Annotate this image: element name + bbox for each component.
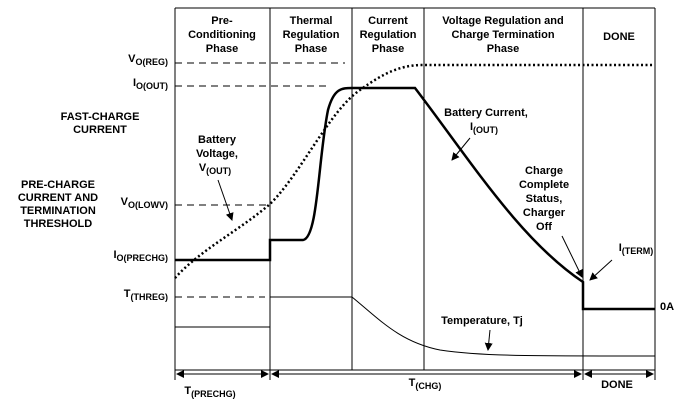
text-part: I [113,249,116,261]
text-part: (TERM) [622,246,654,256]
level-label: VO(REG) [128,53,168,67]
reference-lines [175,62,345,298]
annotation: Battery [198,134,237,146]
phase-label: Phase [372,43,404,55]
phase-label: Phase [295,43,327,55]
text-part: V [128,53,136,65]
text-part: V [121,196,129,208]
phase-label: Pre- [211,15,233,27]
text-part: (OUT) [473,125,498,135]
text-part: T [409,377,416,389]
timeline-label: T(PRECHG) [184,385,235,399]
phase-label: Current [368,15,408,27]
text-part: T [184,385,191,397]
phase-label: Voltage Regulation and [442,15,563,27]
annotation: I(OUT) [470,121,498,135]
annotation: Off [536,221,552,233]
text-part: (THREG) [131,292,169,302]
text-part: (PRECHG) [191,389,236,399]
annotation: Temperature, Tj [441,315,523,327]
current-curve [175,86,655,311]
annotation: V(OUT) [199,162,231,176]
side-note: TERMINATION [20,205,96,217]
text-part: I [133,77,136,89]
level-label: T(THREG) [124,288,168,302]
annotation: Charger [523,207,566,219]
frame [174,7,656,380]
side-notes: FAST-CHARGE CURRENT PRE-CHARGE CURRENT A… [18,111,140,230]
phase-label: Charge Termination [451,29,554,41]
level-labels: VO(REG) IO(OUT) VO(LOWV) IO(PRECHG) T(TH… [113,53,168,302]
phase-label: DONE [603,31,635,43]
level-label: IO(OUT) [133,77,168,91]
phase-label: Thermal [290,15,333,27]
level-label: IO(PRECHG) [113,249,168,263]
side-note: FAST-CHARGE [61,111,140,123]
text-part: O(LOWV) [128,200,168,210]
phase-headers: Pre- Conditioning Phase Thermal Regulati… [188,15,635,55]
phase-label: Regulation [360,29,417,41]
text-part: I [470,121,473,133]
text-part: (OUT) [206,166,231,176]
annotation: Voltage, [196,148,238,160]
text-part: O(OUT) [136,81,168,91]
side-note: CURRENT [73,124,127,136]
text-part: I [619,242,622,254]
text-part: T [124,288,131,300]
phase-label: Conditioning [188,29,256,41]
annotation: Complete [519,179,569,191]
timeline-label: DONE [601,379,633,391]
phase-label: Phase [487,43,519,55]
annotation: Status, [526,193,563,205]
annotations: Battery Voltage, V(OUT) Battery Current,… [196,107,674,327]
timeline-label: T(CHG) [409,377,442,391]
annotation: Charge [525,165,563,177]
temperature-curve [175,296,656,357]
annotation: Battery Current, [444,107,528,119]
text-part: O(PRECHG) [117,253,169,263]
level-label: VO(LOWV) [121,196,168,210]
pointers [217,137,613,351]
timeline-labels: T(PRECHG) T(CHG) DONE [184,377,633,399]
text-part: (CHG) [415,381,441,391]
phase-label: Regulation [283,29,340,41]
text-part: V [199,162,207,174]
annotation: 0A [660,301,674,313]
side-note: CURRENT AND [18,192,98,204]
side-note: THRESHOLD [24,218,93,230]
text-part: O(REG) [136,57,169,67]
side-note: PRE-CHARGE [21,179,95,191]
annotation: I(TERM) [619,242,654,256]
phase-label: Phase [206,43,238,55]
